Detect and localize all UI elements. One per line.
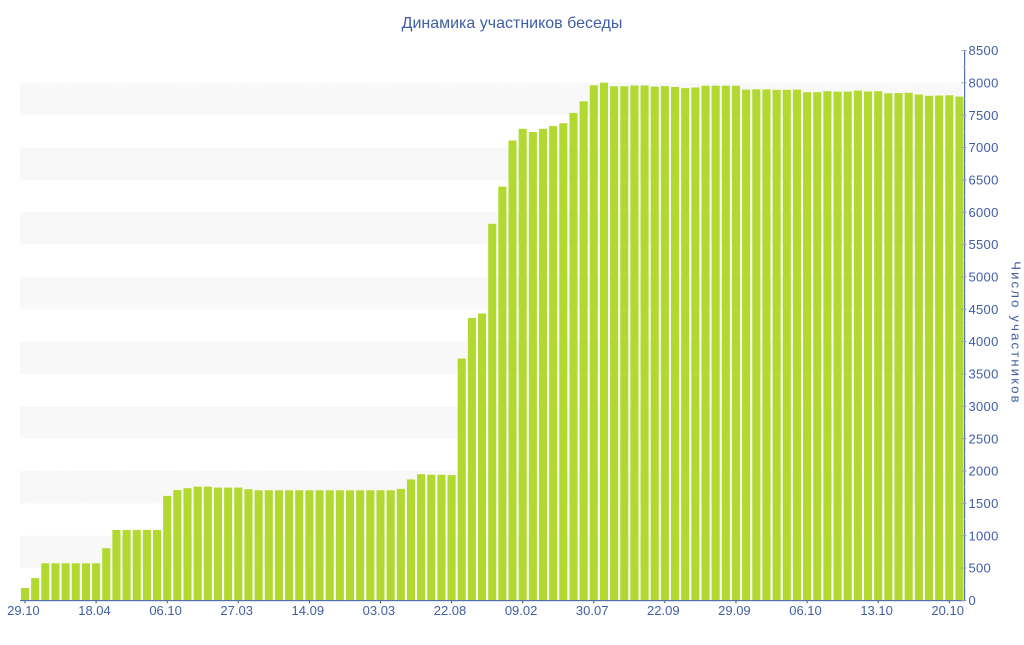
svg-text:20.10: 20.10 [931, 603, 964, 618]
svg-text:18.04: 18.04 [78, 603, 111, 618]
svg-text:3000: 3000 [969, 399, 999, 414]
svg-text:27.03: 27.03 [220, 603, 253, 618]
svg-text:09.02: 09.02 [505, 603, 538, 618]
svg-text:7500: 7500 [969, 108, 999, 123]
svg-text:06.10: 06.10 [149, 603, 182, 618]
svg-text:0: 0 [969, 593, 977, 608]
svg-text:3500: 3500 [969, 367, 999, 382]
svg-text:30.07: 30.07 [576, 603, 609, 618]
svg-text:6000: 6000 [969, 205, 999, 220]
svg-text:2500: 2500 [969, 431, 999, 446]
svg-text:14.09: 14.09 [292, 603, 325, 618]
svg-text:6500: 6500 [969, 172, 999, 187]
svg-text:7000: 7000 [969, 140, 999, 155]
svg-text:4000: 4000 [969, 334, 999, 349]
svg-text:03.03: 03.03 [363, 603, 396, 618]
svg-text:1500: 1500 [969, 496, 999, 511]
svg-text:29.09: 29.09 [718, 603, 751, 618]
svg-text:Динамика участников беседы: Динамика участников беседы [402, 15, 623, 32]
svg-text:1000: 1000 [969, 528, 999, 543]
svg-text:5500: 5500 [969, 237, 999, 252]
svg-text:8500: 8500 [969, 43, 999, 58]
svg-text:22.09: 22.09 [647, 603, 680, 618]
svg-text:8000: 8000 [969, 75, 999, 90]
svg-text:4500: 4500 [969, 302, 999, 317]
svg-text:22.08: 22.08 [434, 603, 467, 618]
svg-text:Число участников: Число участников [1009, 261, 1024, 405]
svg-text:29.10: 29.10 [7, 603, 40, 618]
svg-text:5000: 5000 [969, 270, 999, 285]
svg-text:13.10: 13.10 [860, 603, 893, 618]
svg-text:06.10: 06.10 [789, 603, 822, 618]
svg-text:2000: 2000 [969, 464, 999, 479]
svg-text:500: 500 [969, 561, 992, 576]
